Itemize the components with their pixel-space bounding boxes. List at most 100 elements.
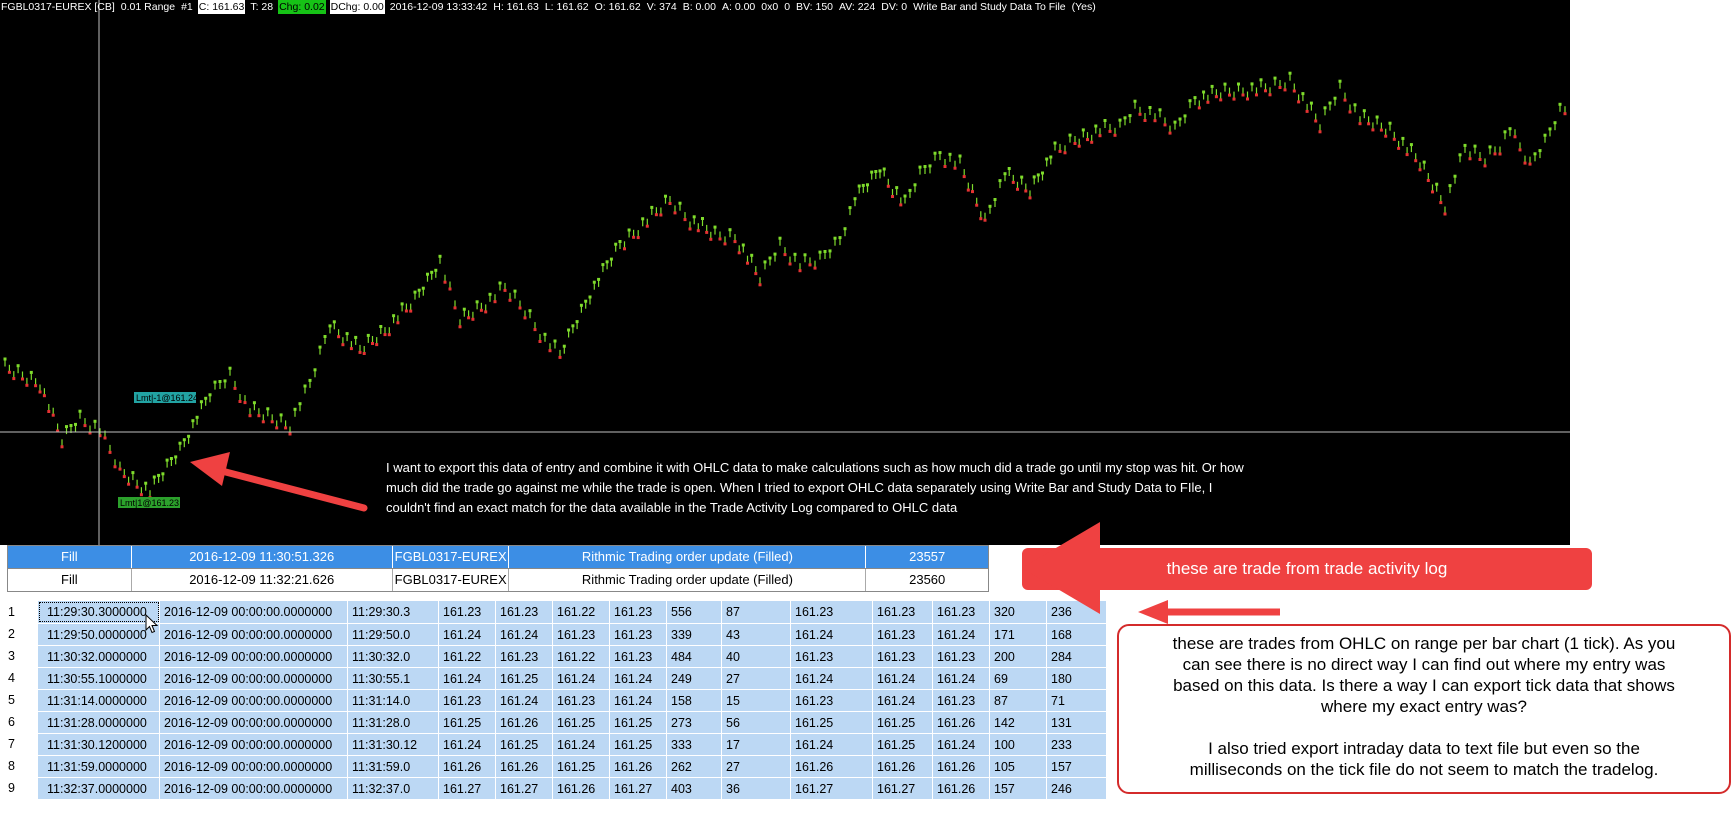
grid-cell[interactable]: 43 xyxy=(722,623,791,645)
grid-cell[interactable]: 161.26 xyxy=(791,755,873,777)
grid-cell[interactable]: 262 xyxy=(667,755,722,777)
grid-cell[interactable]: 11:29:50.0000000 xyxy=(38,623,160,645)
activity-log-row[interactable]: Fill 2016-12-09 11:32:21.626 FGBL0317-EU… xyxy=(8,568,988,591)
grid-cell[interactable]: 11:32:37.0 xyxy=(348,777,439,799)
grid-cell[interactable]: 161.26 xyxy=(553,777,610,799)
grid-row[interactable]: 7 11:31:30.1200000 2016-12-09 00:00:00.000… xyxy=(0,733,1108,755)
grid-cell[interactable]: 161.24 xyxy=(933,667,990,689)
grid-cell[interactable]: 2016-12-09 00:00:00.0000000 xyxy=(160,755,348,777)
grid-cell[interactable]: 27 xyxy=(722,755,791,777)
grid-cell[interactable]: 161.26 xyxy=(439,755,496,777)
grid-cell[interactable]: 161.22 xyxy=(553,601,610,623)
grid-cell[interactable]: 161.25 xyxy=(496,733,553,755)
chart-panel[interactable]: Lmt|-1@161.24 Lmt|1@161.23 FGBL0317-EUREX… xyxy=(0,0,1570,545)
grid-cell[interactable]: 71 xyxy=(1047,689,1107,711)
grid-cell[interactable]: 2016-12-09 00:00:00.0000000 xyxy=(160,645,348,667)
grid-cell[interactable]: 161.22 xyxy=(553,645,610,667)
grid-cell[interactable]: 161.23 xyxy=(791,645,873,667)
grid-cell[interactable]: 100 xyxy=(990,733,1047,755)
grid-cell[interactable]: 161.25 xyxy=(553,755,610,777)
grid-cell[interactable]: 161.25 xyxy=(873,711,933,733)
grid-row[interactable]: 6 11:31:28.0000000 2016-12-09 00:00:00.000… xyxy=(0,711,1108,733)
grid-cell[interactable]: 161.24 xyxy=(791,667,873,689)
grid-cell[interactable]: 11:30:55.1 xyxy=(348,667,439,689)
grid-cell[interactable]: 161.23 xyxy=(610,645,667,667)
grid-cell[interactable]: 157 xyxy=(1047,755,1107,777)
grid-cell[interactable]: 142 xyxy=(990,711,1047,733)
grid-cell[interactable]: 161.25 xyxy=(553,711,610,733)
grid-cell[interactable]: 161.27 xyxy=(873,777,933,799)
grid-cell[interactable]: 11:30:32.0000000 xyxy=(38,645,160,667)
grid-cell[interactable]: 2016-12-09 00:00:00.0000000 xyxy=(160,777,348,799)
grid-cell[interactable]: 161.23 xyxy=(933,689,990,711)
grid-cell[interactable]: 161.24 xyxy=(791,623,873,645)
grid-cell[interactable]: 161.24 xyxy=(553,667,610,689)
grid-cell[interactable]: 161.24 xyxy=(439,623,496,645)
grid-cell[interactable]: 333 xyxy=(667,733,722,755)
grid-cell[interactable]: 161.23 xyxy=(933,601,990,623)
grid-cell[interactable]: 161.27 xyxy=(610,777,667,799)
grid-cell[interactable]: 161.24 xyxy=(873,667,933,689)
grid-cell[interactable]: 161.23 xyxy=(791,689,873,711)
grid-cell[interactable]: 161.23 xyxy=(610,623,667,645)
grid-cell[interactable]: 87 xyxy=(990,689,1047,711)
grid-cell[interactable]: 339 xyxy=(667,623,722,645)
grid-cell[interactable]: 105 xyxy=(990,755,1047,777)
grid-cell[interactable]: 273 xyxy=(667,711,722,733)
grid-cell[interactable]: 157 xyxy=(990,777,1047,799)
grid-cell[interactable]: 161.27 xyxy=(791,777,873,799)
grid-cell[interactable]: 161.23 xyxy=(496,601,553,623)
grid-cell[interactable]: 161.22 xyxy=(439,645,496,667)
grid-cell[interactable]: 11:31:14.0000000 xyxy=(38,689,160,711)
grid-cell[interactable]: 233 xyxy=(1047,733,1107,755)
grid-cell[interactable]: 161.27 xyxy=(439,777,496,799)
grid-cell[interactable]: 161.26 xyxy=(933,711,990,733)
grid-cell[interactable]: 180 xyxy=(1047,667,1107,689)
grid-cell[interactable]: 161.23 xyxy=(439,689,496,711)
grid-cell[interactable]: 11:30:32.0 xyxy=(348,645,439,667)
grid-cell[interactable]: 27 xyxy=(722,667,791,689)
grid-cell[interactable]: 161.24 xyxy=(553,733,610,755)
grid-cell[interactable]: 11:31:59.0000000 xyxy=(38,755,160,777)
grid-cell[interactable]: 161.24 xyxy=(610,667,667,689)
grid-cell[interactable]: 161.25 xyxy=(610,733,667,755)
grid-cell[interactable]: 161.25 xyxy=(496,667,553,689)
grid-row[interactable]: 9 11:32:37.0000000 2016-12-09 00:00:00.000… xyxy=(0,777,1108,799)
grid-cell[interactable]: 69 xyxy=(990,667,1047,689)
grid-cell[interactable]: 246 xyxy=(1047,777,1107,799)
grid-cell[interactable]: 161.24 xyxy=(873,689,933,711)
grid-cell[interactable]: 131 xyxy=(1047,711,1107,733)
grid-cell[interactable]: 2016-12-09 00:00:00.0000000 xyxy=(160,623,348,645)
grid-row[interactable]: 1 11:29:30.3000000 2016-12-09 00:00:00.000… xyxy=(0,601,1108,623)
activity-log-row[interactable]: Fill 2016-12-09 11:30:51.326 FGBL0317-EU… xyxy=(8,546,988,568)
grid-cell[interactable]: 249 xyxy=(667,667,722,689)
grid-cell[interactable]: 171 xyxy=(990,623,1047,645)
grid-cell[interactable]: 2016-12-09 00:00:00.0000000 xyxy=(160,711,348,733)
grid-cell[interactable]: 11:29:30.3 xyxy=(348,601,439,623)
grid-cell[interactable]: 403 xyxy=(667,777,722,799)
grid-cell[interactable]: 11:31:28.0 xyxy=(348,711,439,733)
grid-cell[interactable]: 236 xyxy=(1047,601,1107,623)
grid-cell[interactable]: 161.23 xyxy=(873,645,933,667)
grid-cell[interactable]: 161.26 xyxy=(496,755,553,777)
grid-cell[interactable]: 168 xyxy=(1047,623,1107,645)
grid-cell[interactable]: 11:32:37.0000000 xyxy=(38,777,160,799)
grid-cell[interactable]: 161.26 xyxy=(610,755,667,777)
grid-cell[interactable]: 15 xyxy=(722,689,791,711)
grid-cell[interactable]: 284 xyxy=(1047,645,1107,667)
grid-cell[interactable]: 161.24 xyxy=(610,689,667,711)
grid-cell[interactable]: 36 xyxy=(722,777,791,799)
grid-cell[interactable]: 161.24 xyxy=(439,733,496,755)
grid-cell[interactable]: 11:31:30.1200000 xyxy=(38,733,160,755)
grid-cell[interactable]: 158 xyxy=(667,689,722,711)
grid-cell[interactable]: 2016-12-09 00:00:00.0000000 xyxy=(160,689,348,711)
ohlc-data-grid[interactable]: 1 11:29:30.3000000 2016-12-09 00:00:00.000… xyxy=(0,601,1108,799)
grid-cell[interactable]: 11:29:30.3000000 xyxy=(38,601,160,623)
grid-cell[interactable]: 161.23 xyxy=(553,689,610,711)
grid-cell[interactable]: 556 xyxy=(667,601,722,623)
grid-cell[interactable]: 11:31:30.12 xyxy=(348,733,439,755)
grid-row[interactable]: 4 11:30:55.1000000 2016-12-09 00:00:00.000… xyxy=(0,667,1108,689)
grid-row[interactable]: 8 11:31:59.0000000 2016-12-09 00:00:00.000… xyxy=(0,755,1108,777)
grid-row[interactable]: 5 11:31:14.0000000 2016-12-09 00:00:00.000… xyxy=(0,689,1108,711)
grid-cell[interactable]: 161.23 xyxy=(791,601,873,623)
